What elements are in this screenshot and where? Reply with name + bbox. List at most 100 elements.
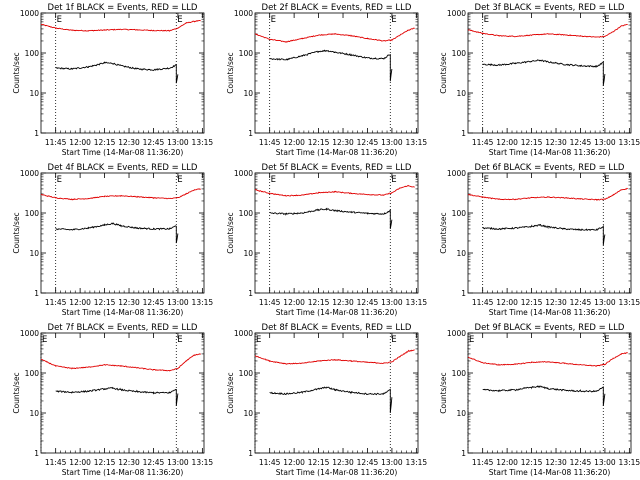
panel-det-5: Det 5f BLACK = Events, RED = LLD 1 10 100 10…: [226, 163, 427, 317]
x-tick-label: 12:30: [118, 298, 140, 307]
y-tick-label: 1: [248, 289, 253, 298]
y-tick-label: 10: [243, 89, 253, 98]
event-marker-label: E: [271, 175, 276, 185]
y-tick-label: 10: [29, 409, 39, 418]
panel-title: Det 9f BLACK = Events, RED = LLD: [475, 323, 625, 333]
events-series-line: [269, 207, 393, 229]
x-tick-label: 13:00: [594, 458, 616, 467]
event-marker-label: E: [271, 15, 276, 25]
events-series-line: [482, 385, 606, 406]
x-tick-label: 12:30: [545, 458, 567, 467]
y-tick-label: 100: [25, 369, 40, 378]
x-tick-label: 12:45: [570, 298, 592, 307]
y-tick-label: 1000: [447, 329, 466, 338]
x-tick-label: 13:15: [192, 138, 214, 147]
y-axis-label: Counts/sec: [226, 52, 235, 93]
x-axis-label: Start Time (14-Mar-08 11:36:20): [276, 148, 398, 157]
y-tick-label: 10: [243, 249, 253, 258]
x-tick-label: 12:15: [94, 138, 116, 147]
y-tick-label: 10: [456, 409, 466, 418]
x-axis-label: Start Time (14-Mar-08 11:36:20): [276, 308, 398, 317]
panel-title: Det 1f BLACK = Events, RED = LLD: [48, 3, 198, 13]
x-tick-label: 13:15: [192, 458, 214, 467]
plot-frame: [40, 332, 205, 454]
panel-title: Det 6f BLACK = Events, RED = LLD: [475, 163, 625, 173]
panel-title: Det 5f BLACK = Events, RED = LLD: [262, 163, 412, 173]
x-tick-label: 12:15: [94, 458, 116, 467]
y-tick-label: 1000: [20, 329, 39, 338]
x-tick-label: 11:45: [259, 298, 281, 307]
x-tick-label: 12:30: [118, 138, 140, 147]
plot-frame: [254, 12, 419, 134]
x-tick-label: 12:15: [521, 138, 543, 147]
lld-series-line: [40, 353, 201, 372]
y-tick-label: 1000: [20, 169, 39, 178]
x-tick-label: 13:15: [619, 298, 640, 307]
events-series-line: [269, 49, 393, 82]
x-tick-label: 11:45: [45, 458, 67, 467]
lld-series-line: [467, 187, 628, 202]
y-axis-label: Counts/sec: [12, 52, 21, 93]
panel-title: Det 2f BLACK = Events, RED = LLD: [262, 3, 412, 13]
lld-series-line: [468, 24, 628, 38]
x-tick-label: 12:00: [283, 138, 305, 147]
x-tick-label: 13:15: [406, 458, 428, 467]
x-tick-label: 13:15: [192, 298, 214, 307]
x-axis-label: Start Time (14-Mar-08 11:36:20): [489, 468, 611, 477]
x-axis-label: Start Time (14-Mar-08 11:36:20): [62, 308, 184, 317]
x-tick-label: 11:45: [259, 138, 281, 147]
x-tick-label: 13:15: [406, 138, 428, 147]
x-tick-label: 12:45: [143, 138, 165, 147]
x-tick-label: 12:00: [496, 458, 518, 467]
y-tick-label: 1000: [20, 9, 39, 18]
event-marker-label: E: [604, 175, 609, 185]
x-tick-label: 12:30: [118, 458, 140, 467]
panel-det-7: Det 7f BLACK = Events, RED = LLD 1 10 100 10…: [12, 323, 213, 477]
lld-series-line: [40, 20, 201, 32]
y-tick-label: 100: [452, 369, 467, 378]
y-axis-label: Counts/sec: [226, 372, 235, 413]
lld-series-line: [41, 188, 201, 201]
panel-det-6: Det 6f BLACK = Events, RED = LLD 1 10 100 10…: [439, 163, 640, 317]
x-tick-label: 12:45: [357, 458, 379, 467]
x-tick-label: 12:15: [521, 298, 543, 307]
events-series-line: [55, 386, 179, 406]
y-axis-label: Counts/sec: [439, 372, 448, 413]
panel-det-4: Det 4f BLACK = Events, RED = LLD 1 10 100 10…: [12, 163, 213, 317]
x-tick-label: 12:00: [69, 138, 91, 147]
y-tick-label: 1: [34, 129, 39, 138]
x-tick-label: 12:15: [308, 298, 330, 307]
x-tick-label: 12:15: [308, 458, 330, 467]
panel-det-8: Det 8f BLACK = Events, RED = LLD 1 10 100 10…: [226, 323, 427, 477]
y-tick-label: 10: [456, 89, 466, 98]
panel-title: Det 3f BLACK = Events, RED = LLD: [475, 3, 625, 13]
x-tick-label: 12:00: [496, 298, 518, 307]
y-tick-label: 1: [461, 129, 466, 138]
y-tick-label: 1: [34, 449, 39, 458]
events-series-line: [482, 224, 606, 246]
y-tick-label: 10: [456, 249, 466, 258]
plot-frame: [467, 332, 632, 454]
x-tick-label: 13:00: [594, 138, 616, 147]
y-tick-label: 100: [239, 369, 254, 378]
y-tick-label: 1000: [447, 169, 466, 178]
events-series-line: [55, 222, 179, 244]
panel-title: Det 4f BLACK = Events, RED = LLD: [48, 163, 198, 173]
events-series-line: [482, 59, 606, 86]
y-tick-label: 10: [29, 89, 39, 98]
y-tick-label: 1: [34, 289, 39, 298]
x-tick-label: 12:30: [332, 458, 354, 467]
events-series-line: [55, 61, 179, 84]
panel-title: Det 8f BLACK = Events, RED = LLD: [262, 323, 412, 333]
event-marker-label: E: [469, 335, 474, 345]
y-tick-label: 100: [25, 49, 40, 58]
x-tick-label: 12:30: [545, 138, 567, 147]
event-marker-label: E: [484, 15, 489, 25]
lld-series-line: [254, 184, 415, 197]
y-tick-label: 1000: [447, 9, 466, 18]
event-marker-label: E: [604, 335, 609, 345]
event-marker-label: E: [177, 175, 182, 185]
y-tick-label: 1: [248, 129, 253, 138]
y-tick-label: 1: [248, 449, 253, 458]
